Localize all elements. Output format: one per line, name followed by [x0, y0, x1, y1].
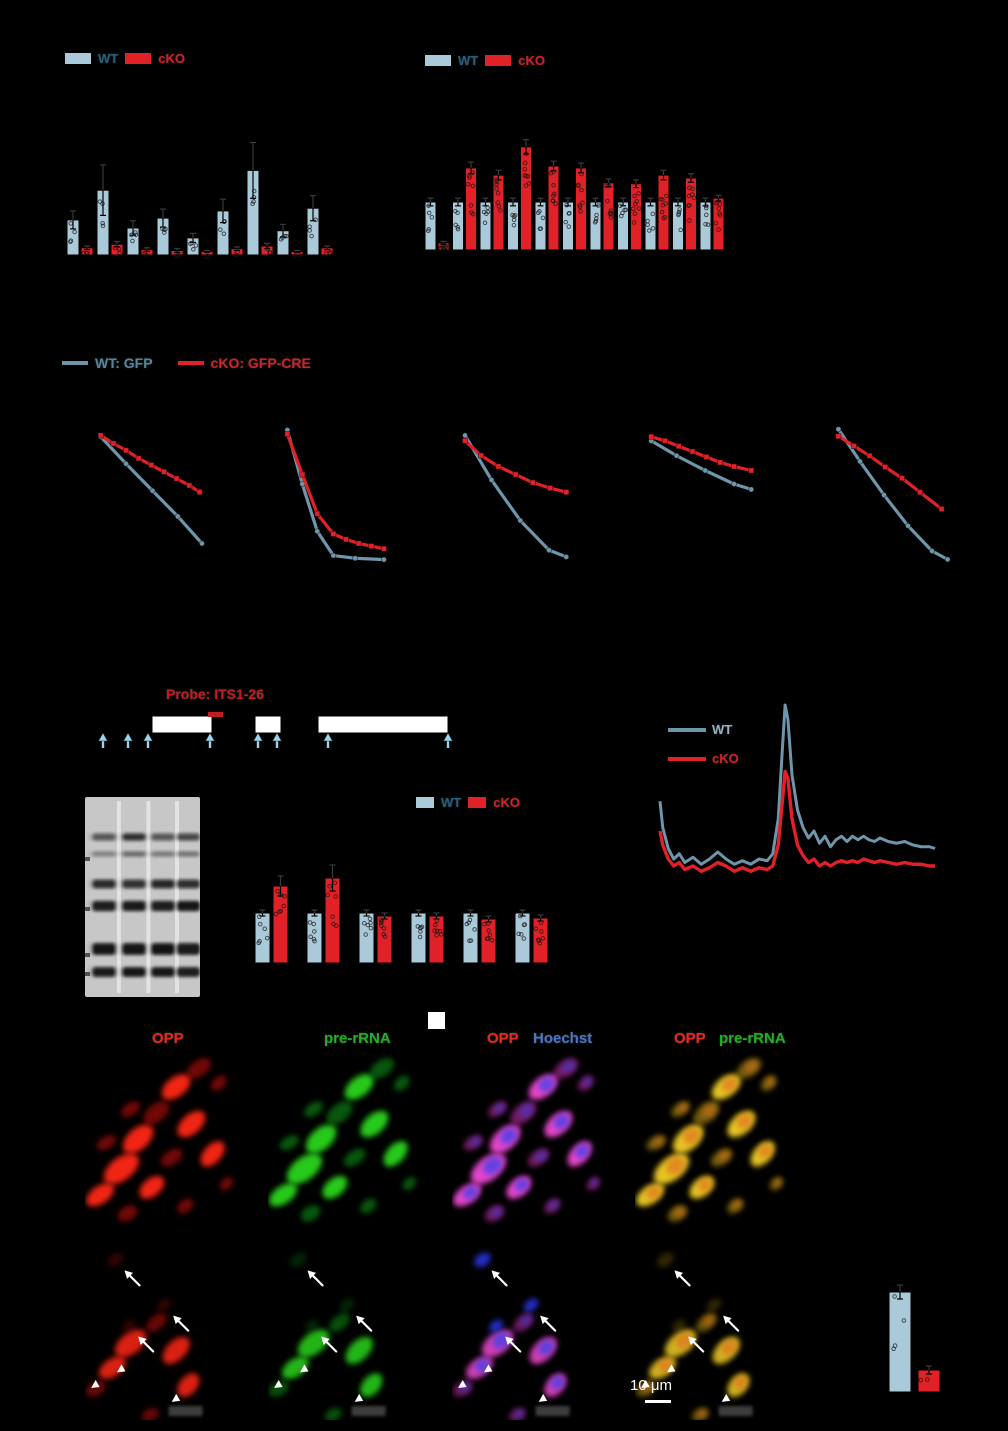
cko-label: cKO [518, 53, 545, 68]
white-square-marker [428, 1012, 445, 1029]
cko-gfpcre-label: cKO: GFP-CRE [210, 355, 311, 371]
legend-panel-d: WT cKO [415, 795, 520, 810]
micro-panel-row1-col1 [85, 1046, 237, 1232]
cko-label: cKO [712, 751, 739, 766]
cko-swatch [124, 52, 153, 65]
legend-panel-b: WT cKO [424, 53, 545, 68]
wt-swatch [424, 54, 452, 67]
cko-line-swatch [177, 361, 204, 365]
rna-label-col4: pre-rRNA [719, 1030, 786, 1047]
micro-panel-row2-col1 [85, 1246, 237, 1420]
cko-swatch [484, 54, 513, 67]
cko-line-swatch [668, 756, 706, 761]
hoechst-label-col3: Hoechst [533, 1030, 593, 1047]
micro-panel-row1-col4 [635, 1046, 787, 1232]
wt-swatch [415, 796, 435, 809]
scalebar-label: 10 μm [630, 1377, 672, 1394]
wt-label: WT [712, 722, 733, 737]
opp-label-col3: OPP [487, 1030, 519, 1047]
micro-panel-row1-col2 [268, 1046, 420, 1232]
opp-label-col1: OPP [152, 1030, 184, 1047]
legend-panel-a: WT cKO [64, 51, 185, 66]
wt-swatch [64, 52, 92, 65]
wt-label: WT [441, 795, 462, 810]
legend-panel-c: WT: GFP cKO: GFP-CRE [62, 355, 311, 371]
micro-panel-row2-col3 [452, 1246, 604, 1420]
micro-panel-row2-col2 [268, 1246, 420, 1420]
micro-panel-row1-col3 [452, 1046, 604, 1232]
cko-label: cKO [493, 795, 520, 810]
wt-gfp-label: WT: GFP [95, 355, 153, 371]
wt-label: WT [98, 51, 119, 66]
legend-panel-e: WT cKO [668, 722, 739, 766]
micro-panel-row2-col4 [635, 1246, 787, 1420]
cko-label: cKO [158, 51, 185, 66]
rna-label-col2: pre-rRNA [324, 1030, 391, 1047]
wt-line-swatch [62, 361, 88, 365]
probe-label: Probe: ITS1-26 [166, 686, 265, 702]
wt-line-swatch [668, 727, 706, 732]
wt-label: WT [458, 53, 479, 68]
opp-label-col4: OPP [674, 1030, 706, 1047]
scalebar [645, 1400, 671, 1403]
cko-swatch [467, 796, 488, 809]
